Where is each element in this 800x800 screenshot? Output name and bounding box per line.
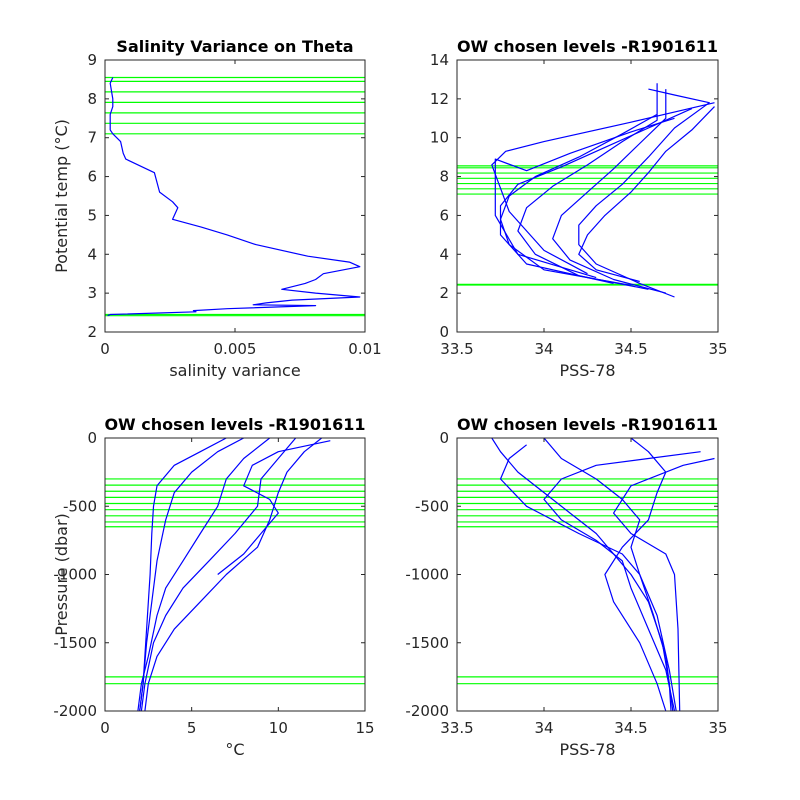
y-tick-label-3: -500 [415,497,449,515]
y-tick-label-5: 7 [87,129,97,147]
series-line-2 [517,83,658,290]
y-axis-label: Pressure (dbar) [52,513,71,636]
chart-title: Salinity Variance on Theta [116,37,353,56]
y-tick-label-1: 3 [87,284,97,302]
axes-box [456,59,719,333]
chart-title: OW chosen levels -R1901611 [457,37,718,56]
series-line-5 [613,457,715,711]
series-line-2 [604,438,667,711]
series-line-6 [491,102,715,275]
y-tick-label-3: -500 [63,497,97,515]
y-tick-label-6: 12 [430,90,449,108]
x-tick-label-1: 34 [534,719,553,737]
series-line-3 [499,113,658,286]
y-tick-label-4: 8 [439,168,449,186]
series-line-2 [137,438,271,711]
x-tick-label-0: 33.5 [440,719,473,737]
plot-area [457,438,718,711]
series-line-1 [140,438,297,711]
y-axis-label: Potential temp (°C) [52,119,71,273]
series-line-3 [543,451,701,711]
panel-salinity-pressure: 33.5 34 34.5 35 -2000 -1500 -1000 -500 0 OW chose… [405,415,727,759]
series-line-5 [217,440,331,575]
x-axis-label: °C [225,740,244,759]
series-line-4 [499,444,677,711]
y-tick-label-2: -1000 [405,566,449,584]
x-tick-label-2: 10 [269,719,288,737]
y-tick-label-7: 14 [430,51,449,69]
y-tick-label-7: 9 [87,51,97,69]
x-tick-label-0: 0 [100,340,110,358]
y-tick-label-2: 4 [439,245,449,263]
x-tick-label-0: 0 [100,719,110,737]
x-tick-label-3: 35 [708,719,727,737]
x-tick-label-1: 0.005 [214,340,257,358]
x-tick-label-0: 33.5 [440,340,473,358]
x-tick-label-1: 5 [187,719,197,737]
plot-area [457,83,718,298]
plot-area [105,76,365,317]
x-axis-label: PSS-78 [559,740,615,759]
y-tick-label-4: 0 [439,429,449,447]
plot-area [105,438,365,711]
y-tick-label-1: -1500 [405,634,449,652]
y-tick-label-0: -2000 [53,702,97,720]
x-axis-label: salinity variance [169,361,300,380]
series-line-0 [578,88,710,298]
x-tick-label-2: 0.01 [348,340,381,358]
series-line-7 [578,106,715,283]
y-tick-label-4: 6 [87,168,97,186]
x-axis-label: PSS-78 [559,361,615,380]
y-tick-label-0: 0 [439,323,449,341]
x-tick-label-1: 34 [534,340,553,358]
series-line-5 [494,117,675,279]
x-tick-label-2: 34.5 [614,340,647,358]
chart-title: OW chosen levels -R1901611 [457,415,718,434]
y-tick-label-2: -1000 [53,566,97,584]
x-tick-label-3: 15 [355,719,374,737]
x-tick-label-2: 34.5 [614,719,647,737]
panel-temperature-pressure: 0 5 10 15 -2000 -1500 -1000 -500 0 OW chosen leve… [52,415,375,759]
y-tick-label-3: 5 [87,206,97,224]
y-tick-label-1: 2 [439,284,449,302]
series-line-0 [144,438,323,711]
y-tick-label-0: 2 [87,323,97,341]
y-tick-label-5: 10 [430,129,449,147]
x-tick-label-3: 35 [708,340,727,358]
panel-salinity-variance: 0 0.005 0.01 2 3 4 5 6 7 8 9 Salinity Variance on T… [52,37,382,380]
y-tick-label-2: 4 [87,245,97,263]
y-tick-label-3: 6 [439,206,449,224]
y-tick-label-6: 8 [87,90,97,108]
series-line-1 [552,89,667,294]
chart-title: OW chosen levels -R1901611 [104,415,365,434]
y-tick-label-0: -2000 [405,702,449,720]
panel-theta-salinity: 33.5 34 34.5 35 0 2 4 6 8 10 12 14 OW chosen levels … [430,37,728,380]
y-tick-label-1: -1500 [53,634,97,652]
series-line-0 [107,77,361,317]
y-tick-label-4: 0 [87,429,97,447]
series-line-4 [139,438,227,711]
